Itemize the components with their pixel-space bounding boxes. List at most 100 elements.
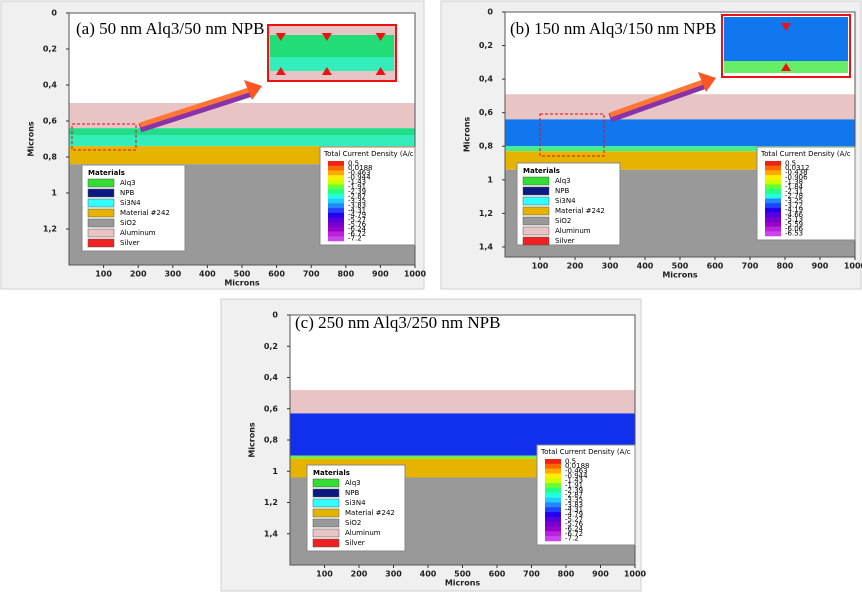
- y-tick-label: 0,6: [43, 117, 58, 126]
- legend-label: Si3N4: [555, 197, 576, 205]
- legend-label: SiO2: [120, 219, 136, 227]
- colorbar-label: -2.31: [785, 187, 803, 195]
- x-tick-label: 1000: [624, 570, 647, 579]
- marker-down: [275, 33, 286, 41]
- colorbar-title: Total Current Density (A/c: [323, 150, 414, 158]
- y-tick-label: 0: [487, 8, 493, 17]
- colorbar-swatch: [765, 184, 781, 190]
- colorbar-label: -1.43: [565, 477, 583, 485]
- colorbar-label: -0.438: [785, 169, 808, 177]
- legend-label: Aluminum: [120, 229, 156, 237]
- colorbar-swatch: [328, 189, 344, 195]
- colorbar-label: -6.72: [565, 530, 583, 538]
- x-tick-label: 300: [602, 262, 619, 271]
- colorbar-label: -3.83: [565, 501, 583, 509]
- legend-swatch: [312, 498, 340, 508]
- colorbar-swatch: [328, 175, 344, 181]
- marker-down: [781, 23, 791, 31]
- y-tick-label: 0,4: [264, 373, 279, 382]
- legend-swatch: [87, 208, 115, 218]
- colorbar-label: -0.944: [348, 173, 371, 181]
- x-tick-label: 400: [637, 262, 654, 271]
- colorbar-swatch: [328, 179, 344, 185]
- legend-title: Materials: [88, 169, 125, 177]
- colorbar-swatch: [545, 502, 561, 508]
- colorbar-label: -1.43: [348, 178, 366, 186]
- legend-swatch: [87, 238, 115, 248]
- colorbar-label: -2.39: [348, 188, 366, 196]
- colorbar-swatch: [328, 203, 344, 209]
- panel-title: (c) 250 nm Alq3/250 nm NPB: [295, 313, 500, 332]
- colorbar-swatch: [545, 536, 561, 542]
- colorbar-swatch: [765, 170, 781, 176]
- y-tick-label: 0,8: [479, 142, 494, 151]
- colorbar-swatch: [765, 217, 781, 223]
- y-axis-label: Microns: [248, 422, 257, 458]
- y-tick-label: 0,4: [43, 81, 58, 90]
- colorbar-swatch: [328, 208, 344, 214]
- y-tick-label: 0,8: [43, 153, 58, 162]
- colorbar-title: Total Current Density (A/c: [540, 448, 631, 456]
- colorbar-label: -2.78: [785, 192, 803, 200]
- legend-swatch: [312, 478, 340, 488]
- y-tick-label: 1,2: [264, 498, 278, 507]
- colorbar-swatch: [328, 212, 344, 218]
- colorbar-label: -6.72: [348, 230, 366, 238]
- colorbar-label: -5.13: [785, 216, 803, 224]
- colorbar-label: -4.31: [348, 206, 366, 214]
- x-tick-label: 500: [454, 570, 471, 579]
- colorbar-swatch: [765, 161, 781, 166]
- legend-swatch: [522, 206, 550, 216]
- y-tick-label: 1,4: [264, 529, 279, 538]
- colorbar-label: 0.0312: [785, 164, 810, 172]
- colorbar-label: -1.84: [785, 183, 804, 191]
- colorbar-label: -3.72: [785, 202, 803, 210]
- x-tick-label: 700: [523, 570, 540, 579]
- arrow-head: [244, 80, 262, 100]
- colorbar-label: -1.91: [565, 482, 583, 490]
- x-axis-label: Microns: [662, 271, 698, 280]
- colorbar-label: -6.24: [348, 225, 367, 233]
- x-tick-label: 200: [130, 270, 147, 279]
- colorbar-label: -4.19: [785, 206, 803, 214]
- marker-up: [321, 67, 332, 75]
- x-axis-label: Microns: [445, 579, 481, 588]
- y-tick-label: 0,8: [264, 436, 279, 445]
- colorbar-swatch: [765, 207, 781, 213]
- x-tick-label: 700: [303, 270, 320, 279]
- colorbar-label: -7.2: [348, 235, 362, 243]
- colorbar-label: -2.39: [565, 486, 583, 494]
- legend-swatch: [87, 198, 115, 208]
- colorbar-swatch: [328, 165, 344, 171]
- colorbar-swatch: [765, 165, 781, 171]
- colorbar-swatch: [328, 170, 344, 176]
- layer: [505, 94, 855, 120]
- colorbar-swatch: [765, 179, 781, 185]
- x-tick-label: 600: [268, 270, 285, 279]
- x-tick-label: 300: [164, 270, 181, 279]
- colorbar-swatch: [545, 512, 561, 518]
- colorbar-swatch: [328, 226, 344, 232]
- legend-label: Material #242: [345, 509, 395, 517]
- x-tick-label: 600: [707, 262, 724, 271]
- x-tick-label: 800: [337, 270, 354, 279]
- colorbar-label: -2.87: [565, 491, 583, 499]
- colorbar-label: 0.5: [348, 159, 359, 167]
- legend-swatch: [522, 186, 550, 196]
- inset-layer: [270, 57, 394, 71]
- x-tick-label: 1000: [404, 270, 427, 279]
- legend-label: Si3N4: [345, 499, 366, 507]
- marker-down: [321, 33, 332, 41]
- layer: [290, 390, 635, 414]
- zoom-arrow: [609, 78, 707, 118]
- x-tick-label: 500: [672, 262, 689, 271]
- colorbar-label: -7.2: [565, 535, 579, 543]
- layer: [290, 455, 635, 459]
- layer: [69, 103, 415, 129]
- colorbar-swatch: [328, 184, 344, 190]
- x-tick-label: 400: [420, 570, 437, 579]
- colorbar-swatch: [545, 478, 561, 484]
- highlight-region: [71, 123, 137, 151]
- layer: [505, 146, 855, 152]
- colorbar-label: -3.35: [348, 197, 366, 205]
